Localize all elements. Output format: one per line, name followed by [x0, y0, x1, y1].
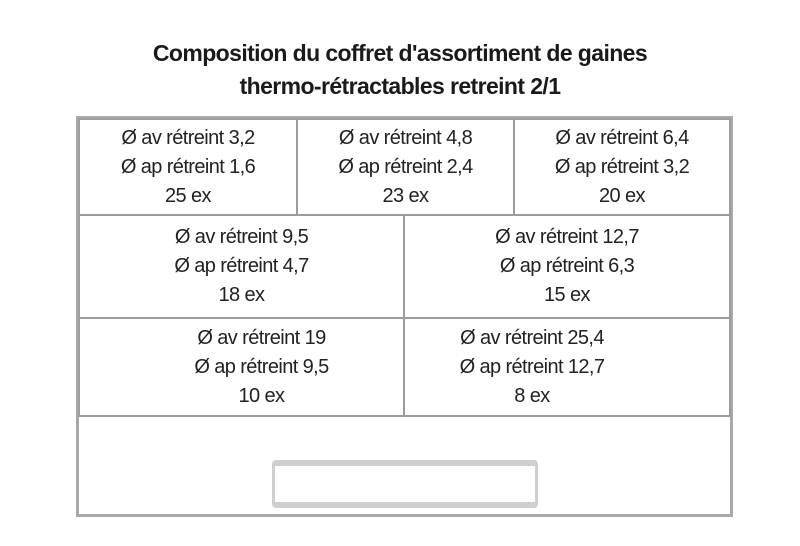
compartment-2: Ø av rétreint 4,8 Ø ap rétreint 2,4 23 e… [296, 118, 515, 216]
diameter-before: Ø av rétreint 9,5 [174, 226, 309, 248]
diameter-after: Ø ap rétreint 4,7 [174, 255, 309, 277]
case-handle [272, 460, 538, 508]
quantity: 10 ex [238, 384, 286, 407]
compartment-4: Ø av rétreint 9,5 Ø ap rétreint 4,7 18 e… [78, 214, 405, 319]
quantity: 18 ex [218, 284, 266, 306]
diameter-before: Ø av rétreint 3,2 [121, 126, 255, 149]
compartment-1: Ø av rétreint 3,2 Ø ap rétreint 1,6 25 e… [78, 118, 298, 216]
quantity: 15 ex [544, 284, 591, 306]
case-outline [76, 116, 733, 517]
title-line-1: Composition du coffret d'assortiment de … [152, 40, 648, 66]
compartment-7: Ø av rétreint 25,4 Ø ap rétreint 12,7 8 … [403, 317, 731, 417]
quantity: 8 ex [514, 384, 550, 407]
quantity: 23 ex [382, 184, 430, 207]
diameter-before: Ø av rétreint 25,4 [460, 326, 604, 349]
title-line-2: thermo-rétractables retreint 2/1 [239, 73, 561, 99]
quantity: 25 ex [165, 184, 212, 207]
diameter-before: Ø av rétreint 6,4 [555, 126, 689, 149]
diameter-after: Ø ap rétreint 2,4 [338, 155, 473, 178]
compartment-3: Ø av rétreint 6,4 Ø ap rétreint 3,2 20 e… [513, 118, 731, 216]
diameter-after: Ø ap rétreint 12,7 [459, 355, 605, 378]
diameter-before: Ø av rétreint 12,7 [495, 226, 639, 248]
compartment-6: Ø av rétreint 19 Ø ap rétreint 9,5 10 ex [78, 317, 405, 417]
quantity: 20 ex [599, 184, 646, 207]
diameter-before: Ø av rétreint 4,8 [338, 126, 473, 149]
diameter-after: Ø ap rétreint 9,5 [194, 355, 329, 378]
diameter-before: Ø av rétreint 19 [197, 326, 326, 349]
diameter-after: Ø ap rétreint 3,2 [554, 155, 690, 178]
diameter-after: Ø ap rétreint 6,3 [499, 255, 635, 277]
diameter-after: Ø ap rétreint 1,6 [120, 155, 256, 178]
compartment-5: Ø av rétreint 12,7 Ø ap rétreint 6,3 15 … [403, 214, 731, 319]
